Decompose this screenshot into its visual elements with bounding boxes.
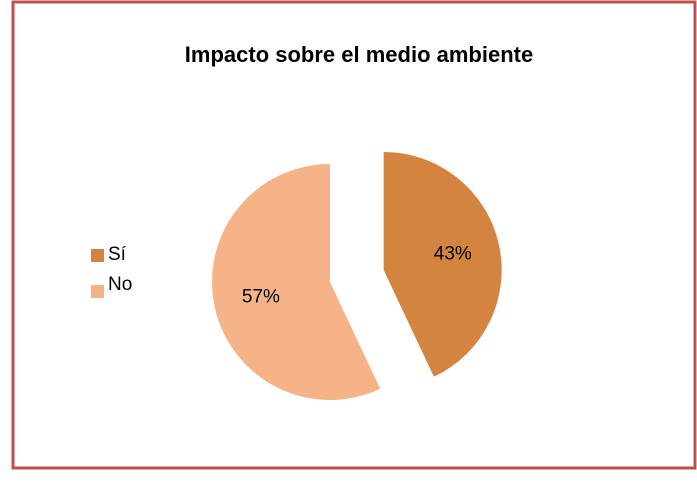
data-label: 43% — [434, 244, 472, 265]
pie-slice — [383, 152, 502, 377]
chart-border — [11, 0, 697, 470]
data-label: 57% — [242, 286, 280, 307]
legend-label: No — [108, 274, 132, 295]
chart-title: Impacto sobre el medio ambiente — [185, 42, 533, 67]
legend-swatch — [91, 285, 104, 298]
legend-label: Sí — [108, 244, 127, 265]
pie-slice — [211, 164, 381, 400]
legend-swatch — [91, 249, 104, 262]
